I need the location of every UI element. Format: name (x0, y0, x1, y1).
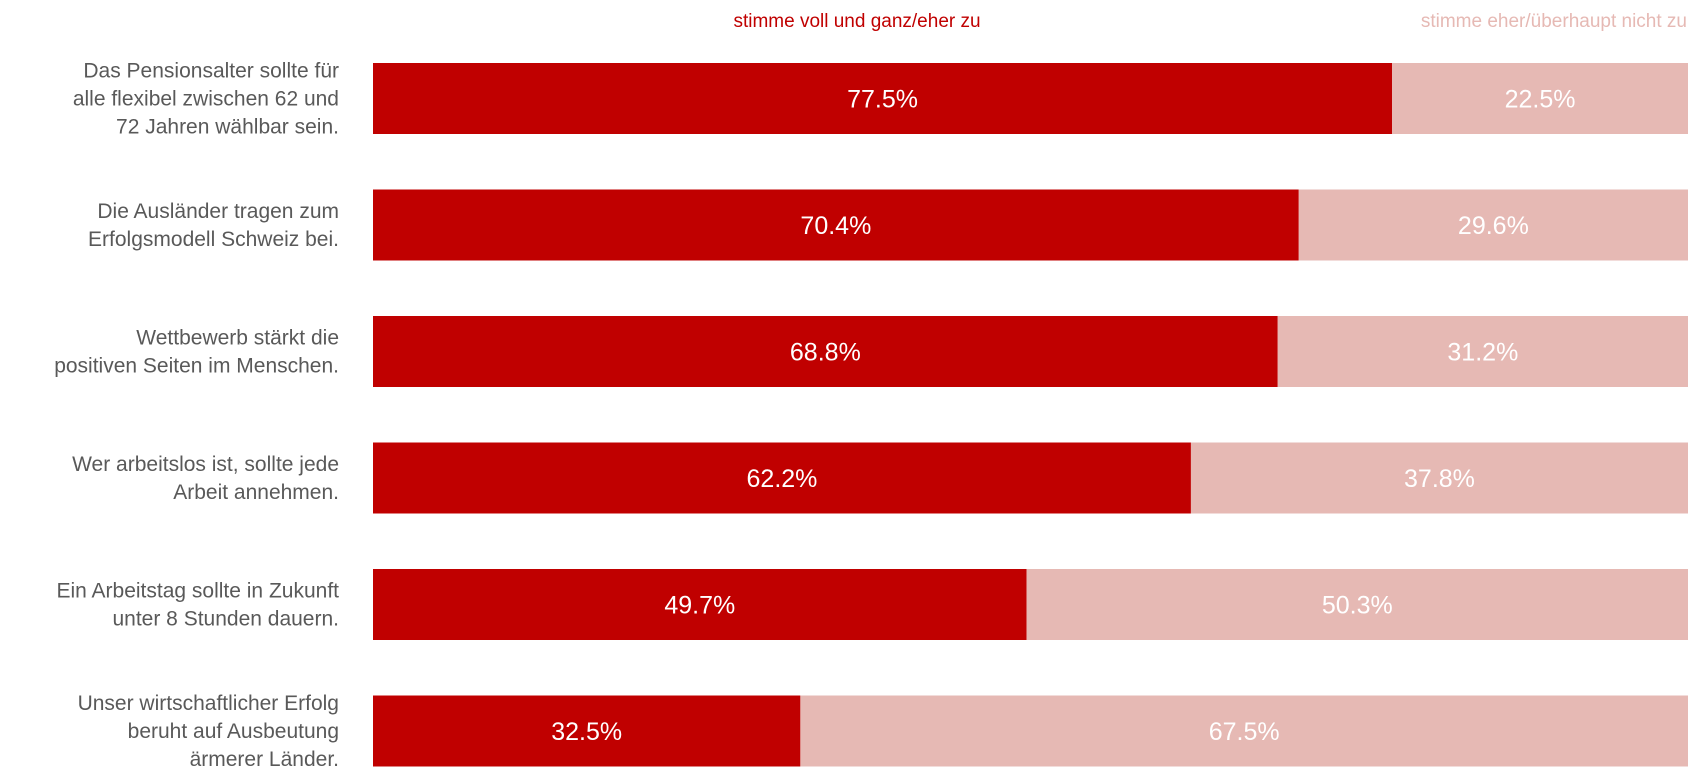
bar-segment-disagree (1190, 442, 1688, 514)
bar-segment-agree (373, 189, 1299, 261)
data-label-agree: 49.7% (664, 592, 735, 620)
category-label: Die Ausländer tragen zum Erfolgsmodell Sc… (88, 200, 339, 251)
category-label-line: Die Ausländer tragen zum (97, 200, 339, 223)
bar-segment-agree (373, 442, 1191, 514)
category-label-line: positiven Seiten im Menschen. (54, 355, 339, 378)
category-label-line: 72 Jahren wählbar sein. (116, 116, 339, 139)
category-label: Unser wirtschaftlicher Erfolg beruht auf … (78, 692, 339, 768)
legend: stimme voll und ganz/eher zu stimme eher… (733, 11, 1687, 32)
legend-entry-agree: stimme voll und ganz/eher zu (733, 11, 980, 32)
data-label-agree: 62.2% (747, 465, 818, 493)
data-label-agree: 77.5% (847, 86, 918, 114)
category-label: Ein Arbeitstag sollte in Zukunft unter 8 … (57, 580, 340, 631)
bar-value-labels: 77.5% 22.5% 70.4% 29.6% 68.8% 31.2% 62.2% 37.8%… (551, 86, 1575, 747)
category-label-line: Erfolgsmodell Schweiz bei. (88, 228, 339, 251)
category-label-line: Arbeit annehmen. (173, 481, 339, 504)
category-label-line: Unser wirtschaftlicher Erfolg (78, 692, 339, 715)
bar-segment-agree (373, 569, 1027, 640)
category-label-line: Wer arbeitslos ist, sollte jede (72, 453, 339, 476)
data-label-agree: 68.8% (790, 339, 861, 367)
category-label-line: beruht auf Ausbeutung (128, 720, 339, 743)
bar-segment-agree (373, 695, 801, 767)
category-label: Wer arbeitslos ist, sollte jede Arbeit an… (72, 453, 339, 504)
category-label-line: Ein Arbeitstag sollte in Zukunft (57, 580, 340, 603)
bar-segment-disagree (1298, 189, 1688, 261)
data-label-disagree: 29.6% (1458, 212, 1529, 240)
category-label-line: Wettbewerb stärkt die (136, 327, 339, 350)
data-label-disagree: 50.3% (1322, 592, 1393, 620)
data-label-agree: 70.4% (800, 212, 871, 240)
bar-segment-disagree (1026, 569, 1688, 640)
bar-segment-agree (373, 63, 1393, 134)
category-label-line: Das Pensionsalter sollte für (83, 60, 339, 83)
bars (373, 63, 1688, 767)
data-label-disagree: 31.2% (1447, 339, 1518, 367)
data-label-disagree: 37.8% (1404, 465, 1475, 493)
category-labels: Das Pensionsalter sollte für alle flexibe… (54, 60, 339, 768)
category-label: Das Pensionsalter sollte für alle flexibe… (73, 60, 339, 139)
category-label-line: unter 8 Stunden dauern. (112, 608, 339, 631)
bar-segment-agree (373, 316, 1278, 387)
data-label-agree: 32.5% (551, 718, 622, 746)
data-label-disagree: 67.5% (1209, 718, 1280, 746)
legend-entry-disagree: stimme eher/überhaupt nicht zu (1421, 11, 1687, 32)
category-label-line: ärmerer Länder. (190, 748, 339, 768)
category-label-line: alle flexibel zwischen 62 und (73, 88, 339, 111)
bar-segment-disagree (800, 695, 1688, 767)
data-label-disagree: 22.5% (1505, 86, 1576, 114)
category-label: Wettbewerb stärkt die positiven Seiten im… (54, 327, 339, 378)
bar-segment-disagree (1277, 316, 1688, 387)
bar-segment-disagree (1392, 63, 1688, 134)
